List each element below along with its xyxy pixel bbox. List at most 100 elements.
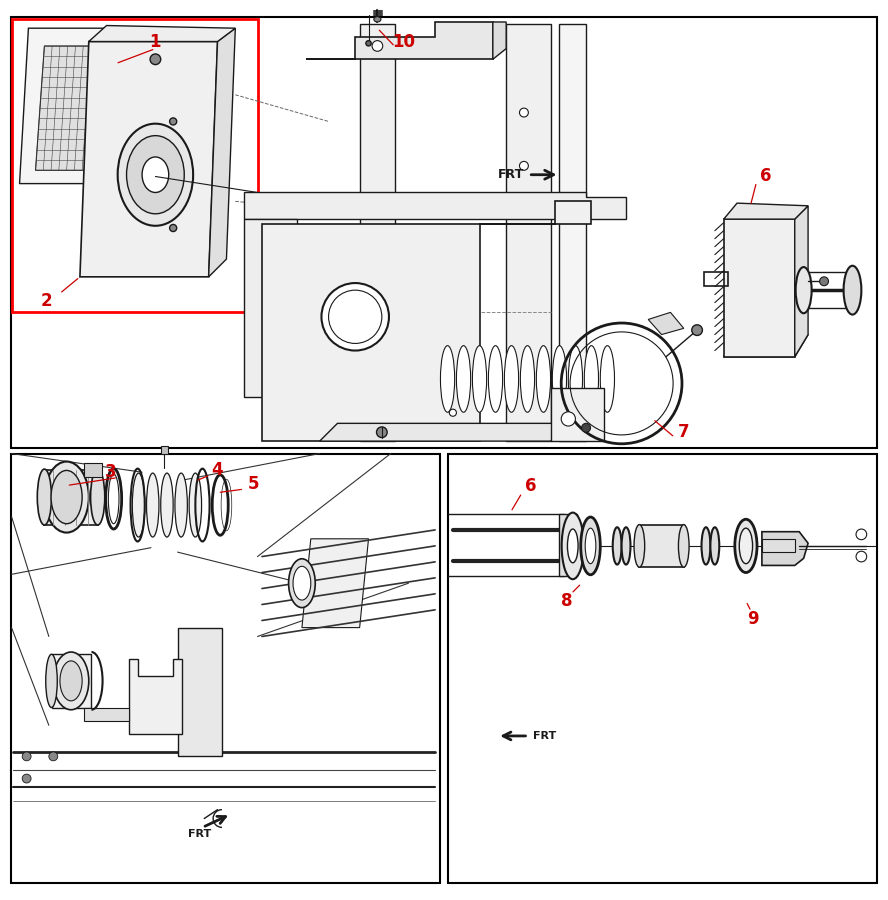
- Polygon shape: [762, 532, 808, 565]
- Polygon shape: [262, 202, 591, 441]
- Ellipse shape: [53, 652, 89, 710]
- Text: 2: 2: [40, 292, 52, 310]
- Text: 7: 7: [678, 423, 690, 441]
- Circle shape: [170, 118, 177, 125]
- Ellipse shape: [142, 157, 169, 193]
- Text: 6: 6: [526, 476, 536, 494]
- Ellipse shape: [132, 473, 145, 537]
- Circle shape: [692, 325, 702, 336]
- Polygon shape: [493, 22, 506, 59]
- Ellipse shape: [568, 346, 583, 412]
- Text: 1: 1: [150, 32, 161, 50]
- Text: 10: 10: [392, 32, 416, 50]
- Circle shape: [561, 412, 575, 426]
- Circle shape: [366, 40, 371, 46]
- Ellipse shape: [161, 473, 173, 537]
- Text: 4: 4: [211, 461, 224, 479]
- Circle shape: [372, 40, 383, 51]
- Text: 9: 9: [747, 609, 759, 627]
- Ellipse shape: [440, 346, 455, 412]
- Circle shape: [856, 551, 867, 562]
- Ellipse shape: [289, 559, 315, 608]
- Ellipse shape: [147, 473, 159, 537]
- Polygon shape: [44, 470, 98, 526]
- Ellipse shape: [126, 136, 185, 214]
- Bar: [11, 17, 877, 448]
- Ellipse shape: [536, 346, 551, 412]
- Polygon shape: [80, 41, 218, 277]
- Ellipse shape: [585, 528, 596, 563]
- Polygon shape: [244, 193, 626, 219]
- Circle shape: [582, 423, 591, 432]
- Ellipse shape: [37, 469, 52, 525]
- Ellipse shape: [844, 266, 861, 315]
- Circle shape: [150, 54, 161, 65]
- Ellipse shape: [189, 473, 202, 537]
- Ellipse shape: [91, 469, 105, 525]
- Ellipse shape: [293, 566, 311, 600]
- Circle shape: [449, 410, 456, 417]
- Circle shape: [329, 290, 382, 344]
- Ellipse shape: [584, 346, 599, 412]
- Ellipse shape: [175, 473, 187, 537]
- Polygon shape: [639, 525, 684, 567]
- Polygon shape: [724, 203, 808, 219]
- Bar: [11, 454, 440, 883]
- Polygon shape: [244, 219, 297, 397]
- Polygon shape: [320, 423, 568, 441]
- Circle shape: [22, 752, 31, 760]
- Bar: [12, 19, 258, 312]
- Circle shape: [856, 529, 867, 540]
- Polygon shape: [559, 514, 577, 576]
- Text: 3: 3: [105, 464, 117, 482]
- Ellipse shape: [520, 346, 535, 412]
- Ellipse shape: [702, 527, 710, 564]
- Ellipse shape: [456, 346, 471, 412]
- Ellipse shape: [561, 513, 584, 580]
- Polygon shape: [209, 28, 235, 277]
- Circle shape: [321, 284, 389, 350]
- Circle shape: [49, 752, 58, 760]
- Ellipse shape: [678, 525, 689, 567]
- Bar: [84, 464, 102, 477]
- Polygon shape: [178, 627, 222, 756]
- Ellipse shape: [552, 346, 567, 412]
- Polygon shape: [506, 23, 551, 441]
- Ellipse shape: [567, 529, 578, 562]
- Polygon shape: [306, 22, 493, 59]
- Text: FRT: FRT: [188, 829, 211, 839]
- Ellipse shape: [488, 346, 503, 412]
- Polygon shape: [52, 654, 91, 707]
- Ellipse shape: [734, 519, 757, 572]
- Ellipse shape: [796, 267, 812, 313]
- Text: 8: 8: [561, 592, 572, 610]
- Text: 5: 5: [248, 474, 258, 492]
- Polygon shape: [129, 659, 182, 734]
- Polygon shape: [762, 539, 795, 552]
- Ellipse shape: [710, 527, 719, 564]
- Polygon shape: [724, 219, 795, 356]
- Ellipse shape: [472, 346, 487, 412]
- Polygon shape: [648, 312, 684, 335]
- Ellipse shape: [59, 661, 82, 701]
- Circle shape: [377, 427, 387, 437]
- Ellipse shape: [46, 654, 57, 707]
- Ellipse shape: [374, 17, 381, 22]
- Text: FRT: FRT: [497, 168, 524, 181]
- Ellipse shape: [44, 462, 89, 533]
- Circle shape: [22, 774, 31, 783]
- Circle shape: [519, 108, 528, 117]
- Ellipse shape: [613, 527, 622, 564]
- Ellipse shape: [634, 525, 645, 567]
- Text: FRT: FRT: [533, 731, 556, 741]
- Ellipse shape: [51, 471, 82, 524]
- Polygon shape: [302, 539, 369, 627]
- Ellipse shape: [739, 528, 752, 563]
- Text: 6: 6: [760, 167, 771, 185]
- Ellipse shape: [504, 346, 519, 412]
- Ellipse shape: [622, 527, 630, 564]
- Polygon shape: [20, 28, 142, 184]
- Circle shape: [170, 224, 177, 231]
- Ellipse shape: [581, 517, 600, 575]
- Bar: [448, 454, 877, 883]
